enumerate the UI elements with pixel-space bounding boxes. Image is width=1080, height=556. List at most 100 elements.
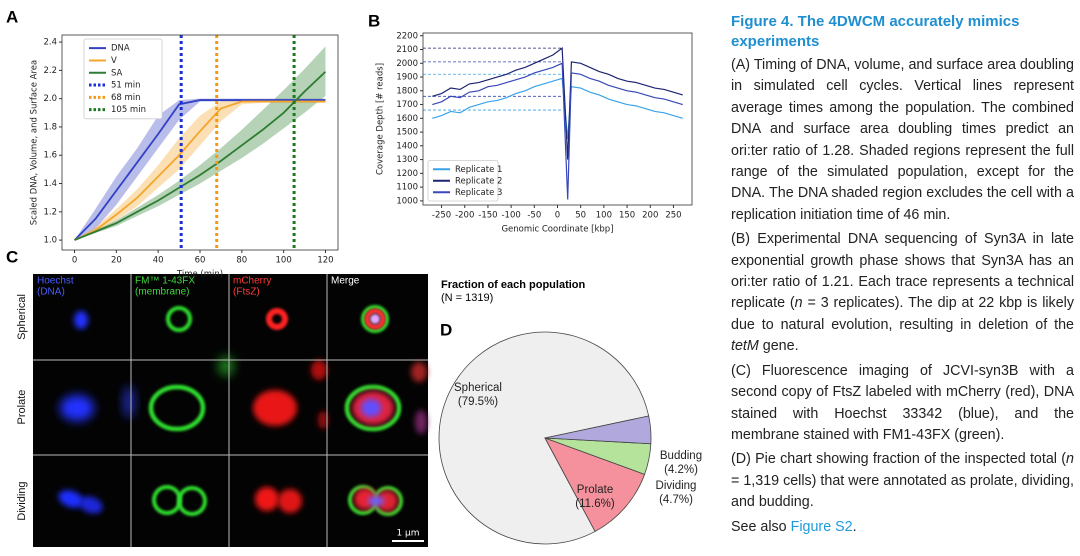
caption-text: (C) Fluorescence imaging of JCVI-syn3B w… bbox=[731, 362, 1074, 443]
y-tick-label: 1.2 bbox=[43, 207, 57, 217]
legend-label: V bbox=[111, 56, 117, 66]
y-tick-label: 1400 bbox=[396, 141, 418, 151]
image-cell bbox=[60, 386, 135, 421]
series-line bbox=[432, 77, 683, 140]
scale-bar-label: 1 µm bbox=[396, 529, 419, 539]
x-tick-label: 120 bbox=[317, 256, 333, 266]
caption-title: Figure 4. The 4DWCM accurately mimics ex… bbox=[731, 13, 1020, 50]
x-tick-label: 0 bbox=[72, 256, 77, 266]
row-label: Prolate bbox=[16, 390, 28, 425]
image-cell bbox=[344, 362, 427, 434]
image-cell bbox=[253, 360, 328, 429]
x-axis-label: Time (min) bbox=[176, 270, 223, 280]
chart-title: Fraction of each population bbox=[441, 279, 586, 291]
legend-label: Replicate 2 bbox=[455, 176, 502, 186]
caption-text: (A) Timing of DNA, volume, and surface a… bbox=[731, 57, 1074, 223]
column-header: FM™ 1-43FX bbox=[135, 276, 195, 287]
legend-box bbox=[83, 38, 163, 120]
x-tick-label: -250 bbox=[432, 211, 451, 221]
y-tick-label: 1300 bbox=[396, 155, 418, 165]
y-tick-label: 1.0 bbox=[43, 236, 57, 246]
x-tick-label: 100 bbox=[596, 211, 612, 221]
legend-label: Replicate 1 bbox=[455, 165, 502, 175]
y-tick-label: 2.0 bbox=[43, 94, 57, 104]
series-line bbox=[432, 62, 683, 200]
caption-text: = 1,319 cells) that were annotated as pr… bbox=[731, 472, 1074, 511]
image-dividers bbox=[33, 274, 428, 547]
panel-label: A bbox=[6, 7, 18, 26]
y-tick-label: 2.4 bbox=[43, 38, 57, 48]
x-axis-label: Genomic Coordinate [kbp] bbox=[501, 225, 613, 235]
y-tick-label: 1.8 bbox=[43, 122, 57, 132]
column-header: (membrane) bbox=[135, 287, 189, 298]
caption-text: . bbox=[852, 518, 857, 535]
caption-text: (D) Pie chart showing fraction of the in… bbox=[731, 451, 1067, 468]
x-tick-label: -200 bbox=[455, 211, 474, 221]
legend-box bbox=[427, 160, 499, 202]
x-tick-label: 50 bbox=[575, 211, 586, 221]
image-cell bbox=[148, 356, 234, 432]
italic-text: tetM bbox=[731, 338, 759, 355]
row-label: Dividing bbox=[16, 481, 28, 520]
series-line bbox=[432, 46, 683, 160]
slice-label: Dividing bbox=[656, 480, 697, 492]
y-tick-label: 1000 bbox=[396, 196, 418, 206]
x-tick-label: -50 bbox=[527, 211, 541, 221]
panel-label: C bbox=[6, 247, 18, 266]
x-tick-label: 60 bbox=[195, 256, 206, 266]
x-tick-label: -100 bbox=[501, 211, 520, 221]
figure-link[interactable]: Figure S2 bbox=[790, 518, 853, 535]
y-tick-label: 1900 bbox=[396, 73, 418, 83]
legend-label: DNA bbox=[111, 44, 130, 54]
italic-text: n bbox=[794, 295, 803, 312]
x-tick-label: 250 bbox=[665, 211, 681, 221]
legend-label: SA bbox=[111, 68, 123, 78]
caption-text: (B) Experimental DNA sequencing of Syn3A… bbox=[731, 231, 1074, 312]
series-line bbox=[74, 71, 327, 241]
slice-value-label: (11.6%) bbox=[575, 498, 615, 510]
microscopy-grid: 1 µm C Hoechst(DNA) FM™ 1-43FX(membrane) m… bbox=[6, 247, 428, 547]
column-header: (DNA) bbox=[37, 287, 65, 298]
image-cell bbox=[348, 485, 403, 516]
caption-text: = 3 replicates). The dip at 22 kbp is li… bbox=[731, 295, 1074, 333]
y-tick-label: 2200 bbox=[396, 31, 418, 41]
image-cell bbox=[166, 306, 192, 332]
slice-value-label: (4.2%) bbox=[664, 464, 698, 476]
pie-slice bbox=[544, 437, 646, 532]
legend-label: 105 min bbox=[111, 105, 146, 115]
y-tick-label: 1200 bbox=[396, 169, 418, 179]
series-line bbox=[73, 99, 326, 241]
y-tick-label: 2.2 bbox=[43, 66, 57, 76]
x-tick-label: 80 bbox=[236, 256, 247, 266]
x-tick-label: -150 bbox=[478, 211, 497, 221]
y-axis-label: Coverage Depth [# reads] bbox=[376, 63, 386, 175]
column-header: Hoechst bbox=[37, 276, 74, 287]
panel-label: B bbox=[368, 11, 380, 30]
pie-slice bbox=[438, 331, 650, 545]
x-tick-label: 20 bbox=[111, 256, 122, 266]
x-tick-label: 200 bbox=[642, 211, 658, 221]
y-tick-label: 1500 bbox=[396, 128, 418, 138]
caption-paragraph: (D) Pie chart showing fraction of the in… bbox=[731, 449, 1074, 513]
range-band bbox=[74, 100, 326, 241]
y-tick-label: 2100 bbox=[396, 45, 418, 55]
figure-panels: 1 µm C Hoechst(DNA) FM™ 1-43FX(membrane) m… bbox=[6, 7, 702, 547]
image-cell bbox=[152, 485, 207, 516]
slice-label: Spherical bbox=[454, 382, 502, 394]
image-cell bbox=[361, 305, 389, 333]
caption-paragraph: (A) Timing of DNA, volume, and surface a… bbox=[731, 55, 1074, 226]
x-tick-label: 150 bbox=[619, 211, 635, 221]
x-tick-label: 40 bbox=[153, 256, 164, 266]
row-label: Spherical bbox=[16, 294, 28, 340]
caption-paragraph: (B) Experimental DNA sequencing of Syn3A… bbox=[731, 229, 1074, 357]
panel-label: D bbox=[440, 320, 452, 339]
y-tick-label: 1.4 bbox=[43, 179, 57, 189]
x-tick-label: 0 bbox=[555, 211, 560, 221]
image-cell bbox=[74, 311, 88, 329]
slice-label: Budding bbox=[660, 450, 702, 462]
image-cell bbox=[58, 490, 103, 514]
column-header: Merge bbox=[331, 276, 360, 287]
range-band bbox=[74, 98, 326, 241]
figure-caption: Figure 4. The 4DWCM accurately mimics ex… bbox=[731, 12, 1074, 541]
slice-label: Prolate bbox=[577, 484, 613, 496]
